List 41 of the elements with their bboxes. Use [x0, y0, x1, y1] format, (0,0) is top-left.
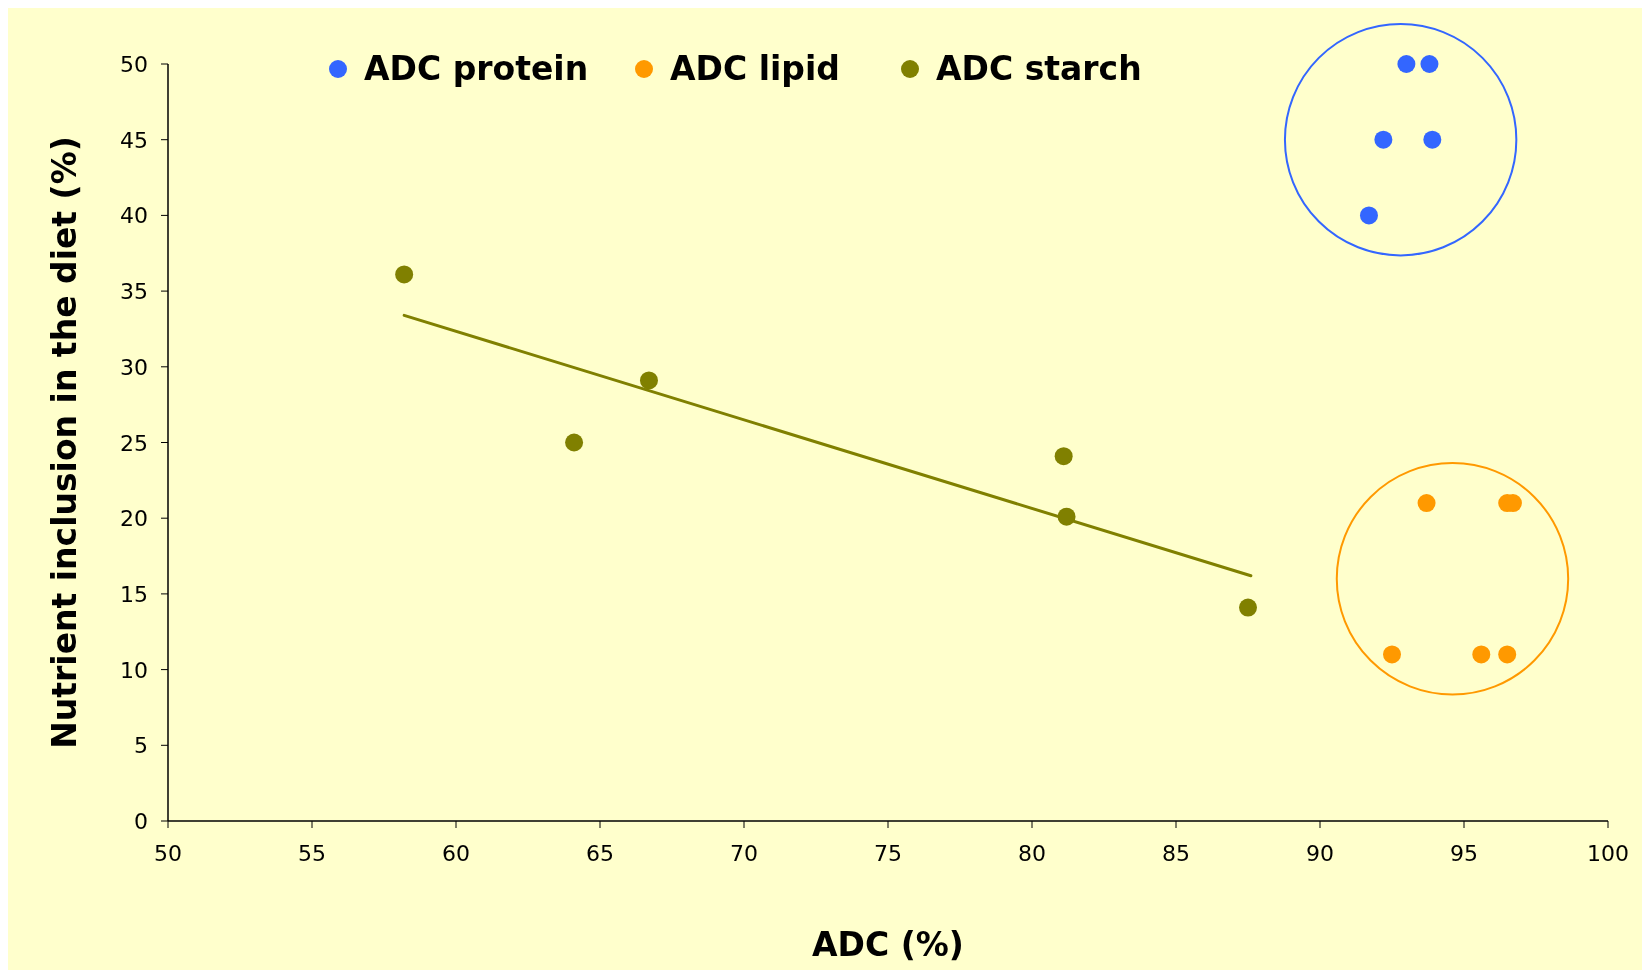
y-tick-label: 35	[120, 279, 148, 305]
x-tick-label: 95	[1450, 841, 1478, 866]
y-tick-label: 10	[120, 657, 148, 683]
point	[1359, 206, 1378, 225]
x-tick-label: 75	[874, 841, 902, 866]
point	[1383, 645, 1401, 664]
x-tick-label: 65	[586, 841, 614, 866]
y-axis-title: Nutrient inclusion in the diet (%)	[45, 136, 84, 749]
y-tick-label: 45	[120, 127, 148, 153]
x-tick-label: 55	[298, 841, 326, 866]
y-tick-label: 30	[120, 354, 148, 380]
y-tick-label: 5	[134, 733, 148, 759]
y-tick-label: 20	[120, 506, 148, 532]
legend-label: ADC protein	[364, 49, 589, 88]
point	[639, 371, 658, 390]
point	[1239, 598, 1257, 617]
point	[1423, 130, 1442, 149]
point	[395, 265, 414, 284]
y-tick-label: 15	[120, 581, 148, 607]
y-tick-label: 50	[120, 52, 148, 77]
y-tick-label: 0	[134, 809, 148, 834]
point	[1472, 645, 1491, 664]
point	[1397, 55, 1416, 73]
x-axis-title: ADC (%)	[812, 925, 964, 964]
legend-label: ADC lipid	[670, 49, 840, 88]
x-tick-label: 90	[1306, 841, 1334, 866]
point	[1417, 494, 1436, 513]
y-tick-label: 40	[120, 203, 148, 229]
point	[1498, 645, 1517, 664]
x-tick-label: 80	[1018, 841, 1046, 866]
x-tick-label: 60	[442, 841, 470, 866]
y-tick-label: 25	[120, 430, 148, 456]
x-tick-label: 70	[730, 841, 758, 866]
point	[1374, 130, 1393, 149]
x-tick-label: 50	[154, 841, 182, 866]
legend-label: ADC starch	[936, 49, 1142, 88]
point	[1420, 55, 1439, 73]
point	[1054, 447, 1073, 466]
x-tick-label: 100	[1587, 841, 1629, 866]
x-tick-label: 85	[1162, 841, 1190, 866]
point	[565, 433, 584, 452]
